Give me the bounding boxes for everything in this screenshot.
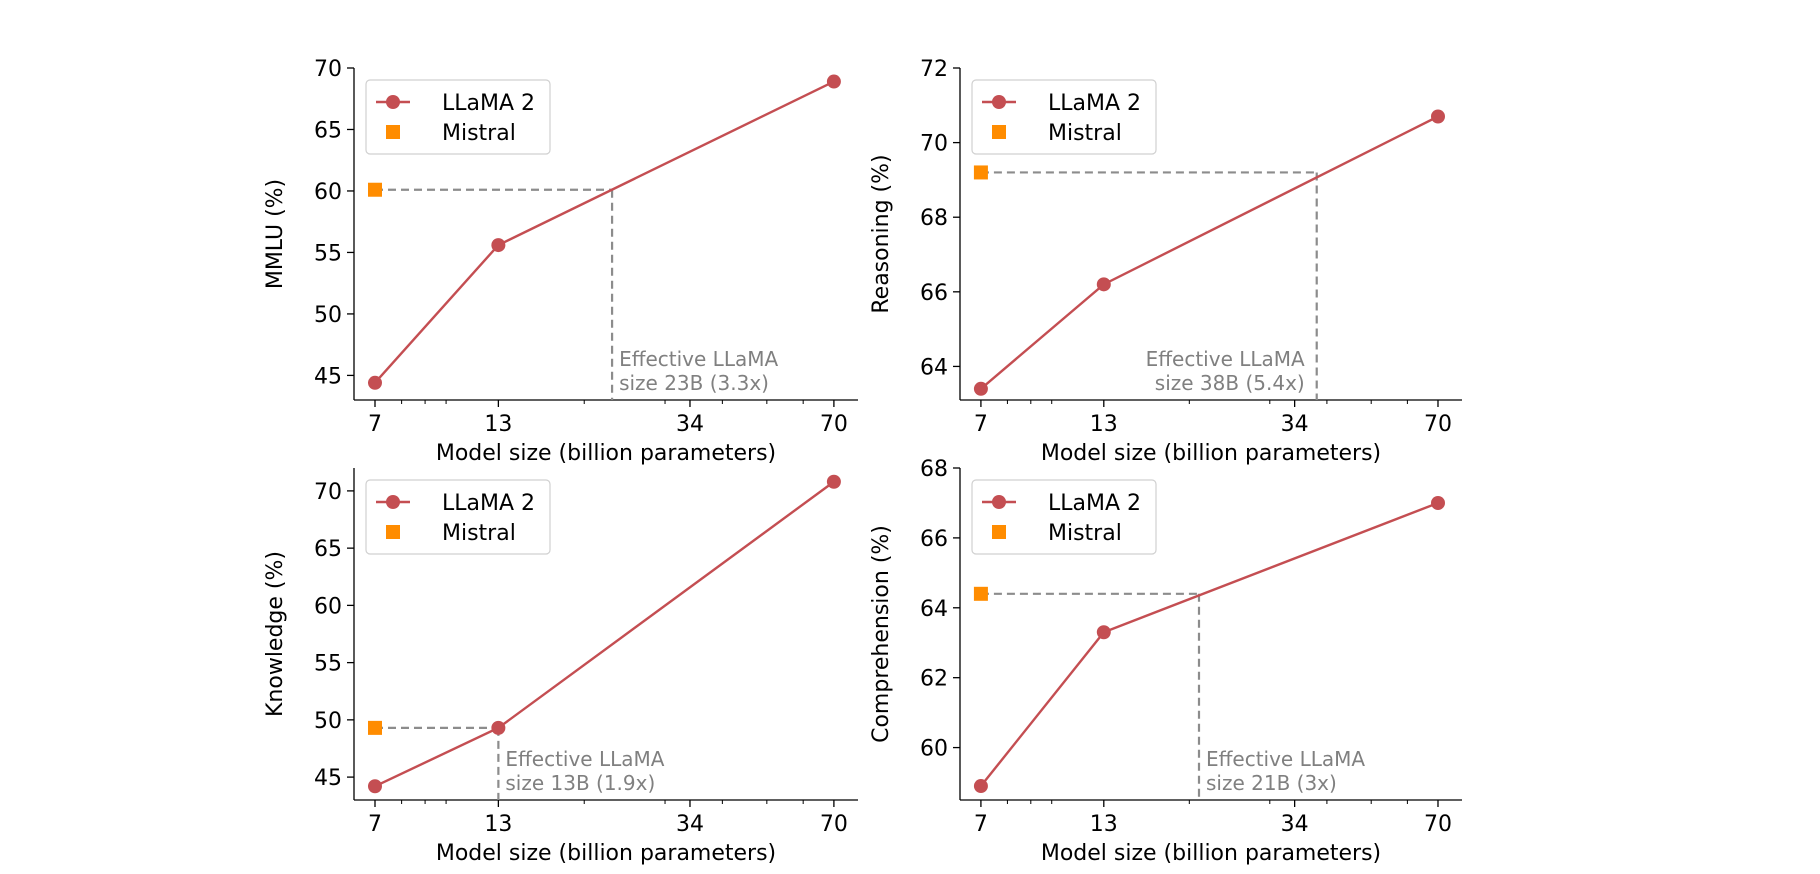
legend-label-llama-2: LLaMA 2 [1048,491,1141,516]
y-tick-label: 45 [314,364,342,389]
y-tick-label: 70 [920,132,948,157]
x-axis-label: Model size (billion parameters) [1041,841,1381,866]
annotation-text: size 23B (3.3x) [619,371,769,395]
annotation-text: Effective LLaMA [619,347,778,371]
data-point-llama-2 [1096,277,1111,292]
y-tick-label: 60 [314,594,342,619]
x-tick-label: 70 [1424,412,1452,437]
x-tick-label: 7 [974,812,988,837]
data-point-llama-2 [1096,625,1111,640]
chart-panel-4: 7 13 34 70 60 62 64 66 68 Model size (billion par… [869,457,1462,866]
legend-marker-llama-2 [992,95,1006,109]
y-tick-label: 60 [314,180,342,205]
y-tick-label: 64 [920,355,948,380]
legend-label-llama-2: LLaMA 2 [442,491,535,516]
x-axis-label: Model size (billion parameters) [1041,441,1381,466]
annotation-text: size 21B (3x) [1206,771,1337,795]
y-tick-label: 62 [920,667,948,692]
y-tick-label: 65 [314,537,342,562]
data-point-mistral [973,586,988,601]
y-tick-label: 45 [314,766,342,791]
y-tick-label: 50 [314,303,342,328]
x-tick-label: 7 [974,412,988,437]
annotation-text: size 38B (5.4x) [1155,371,1305,395]
y-axis-label: Comprehension (%) [869,525,894,743]
y-axis-label: MMLU (%) [263,179,288,289]
data-point-llama-2 [367,375,382,390]
chart-panel-3: 7 13 34 70 45 50 55 60 65 70 Model size (billion p… [263,468,858,866]
x-tick-label: 34 [1281,412,1309,437]
legend-marker-llama-2 [992,495,1006,509]
x-tick-label: 13 [1090,412,1118,437]
y-tick-label: 68 [920,206,948,231]
legend-label-mistral: Mistral [442,121,516,146]
x-tick-label: 34 [676,412,704,437]
x-tick-label: 70 [1424,812,1452,837]
y-tick-label: 55 [314,241,342,266]
legend-label-llama-2: LLaMA 2 [1048,91,1141,116]
legend-box [365,79,551,155]
data-point-llama-2 [491,238,506,253]
x-tick-label: 7 [368,812,382,837]
x-tick-label: 13 [1090,812,1118,837]
annotation-text: Effective LLaMA [1146,347,1305,371]
legend: LLaMA 2 Mistral [971,479,1157,555]
legend: LLaMA 2 Mistral [365,79,551,155]
x-axis-label: Model size (billion parameters) [436,441,776,466]
data-point-llama-2 [973,381,988,396]
y-axis-label: Reasoning (%) [869,154,894,313]
legend-box [971,479,1157,555]
y-tick-label: 66 [920,527,948,552]
legend-label-llama-2: LLaMA 2 [442,91,535,116]
legend-label-mistral: Mistral [1048,521,1122,546]
y-tick-label: 60 [920,737,948,762]
annotation-text: Effective LLaMA [505,747,664,771]
data-point-llama-2 [491,720,506,735]
legend-label-mistral: Mistral [442,521,516,546]
legend-marker-llama-2 [386,495,400,509]
x-tick-label: 13 [484,412,512,437]
y-axis-label: Knowledge (%) [263,551,288,717]
x-tick-label: 34 [1281,812,1309,837]
data-point-mistral [973,165,988,180]
y-tick-label: 70 [314,480,342,505]
legend-marker-llama-2 [386,95,400,109]
legend-marker-mistral [386,525,400,539]
data-point-mistral [367,720,382,735]
legend-marker-mistral [992,125,1006,139]
x-tick-label: 34 [676,812,704,837]
y-tick-label: 65 [314,118,342,143]
annotation-text: Effective LLaMA [1206,747,1365,771]
y-tick-label: 55 [314,652,342,677]
data-point-llama-2 [826,474,841,489]
data-point-llama-2 [1430,109,1445,124]
y-tick-label: 68 [920,457,948,482]
chart-panel-1: 7 13 34 70 45 50 55 60 65 70 Model size (billion p… [263,57,858,466]
data-point-mistral [367,182,382,197]
x-tick-label: 70 [820,412,848,437]
y-tick-label: 50 [314,709,342,734]
y-tick-label: 72 [920,57,948,82]
data-point-llama-2 [1430,495,1445,510]
annotation-text: size 13B (1.9x) [505,771,655,795]
x-tick-label: 70 [820,812,848,837]
x-tick-label: 7 [368,412,382,437]
legend: LLaMA 2 Mistral [971,79,1157,155]
legend-box [971,79,1157,155]
legend-marker-mistral [992,525,1006,539]
data-point-llama-2 [367,779,382,794]
legend-label-mistral: Mistral [1048,121,1122,146]
x-tick-label: 13 [484,812,512,837]
chart-panel-2: 7 13 34 70 64 66 68 70 72 Model size (billion par… [869,57,1462,466]
legend: LLaMA 2 Mistral [365,479,551,555]
data-point-llama-2 [826,74,841,89]
legend-marker-mistral [386,125,400,139]
legend-box [365,479,551,555]
data-point-llama-2 [973,779,988,794]
y-tick-label: 64 [920,597,948,622]
y-tick-label: 66 [920,281,948,306]
y-tick-label: 70 [314,57,342,82]
x-axis-label: Model size (billion parameters) [436,841,776,866]
